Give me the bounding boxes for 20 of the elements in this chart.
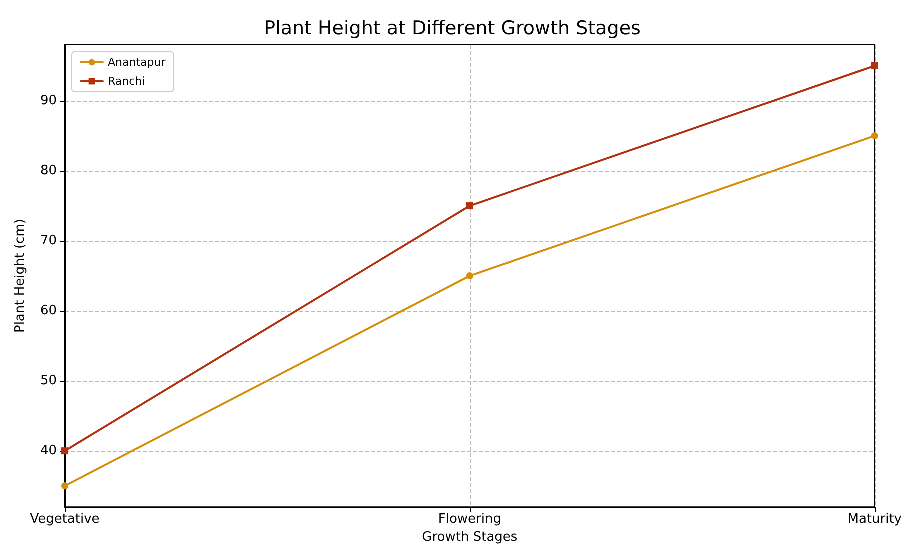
y-tick-label: 60 (40, 304, 57, 319)
point (62, 448, 68, 455)
point (871, 132, 878, 140)
point (466, 202, 474, 210)
legend-label: Anantapur (108, 56, 166, 69)
y-tick-label: 90 (40, 94, 57, 109)
x-tick-label: Vegetative (30, 512, 100, 528)
point (871, 62, 878, 70)
legend-label: Ranchi (108, 75, 146, 88)
y-tick-label: 80 (40, 164, 57, 179)
x-axis-title: Growth Stages (422, 530, 518, 545)
y-tick-label: 40 (40, 444, 57, 459)
point (466, 272, 474, 280)
x-tick-label: Maturity (848, 512, 902, 528)
y-axis-title: Plant Height (cm) (13, 219, 28, 334)
y-tick-label: 70 (40, 234, 57, 249)
point (62, 482, 68, 490)
chart-title: Plant Height at Different Growth Stages (264, 18, 641, 40)
y-tick-label: 50 (40, 374, 57, 389)
x-tick-label: Flowering (438, 512, 502, 528)
